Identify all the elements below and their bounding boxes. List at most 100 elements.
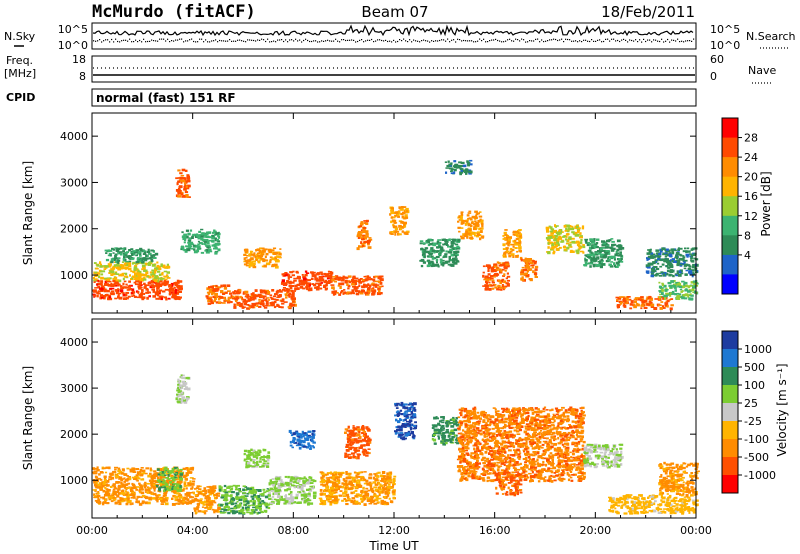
- data-cell: [134, 486, 137, 489]
- data-cell: [310, 487, 314, 490]
- data-cell: [668, 260, 671, 263]
- data-cell: [250, 305, 255, 309]
- data-cell: [129, 284, 133, 287]
- data-cell: [133, 294, 136, 297]
- data-cell: [258, 255, 262, 258]
- data-cell: [119, 289, 124, 292]
- nsearch-point: [443, 39, 445, 41]
- data-cell: [102, 496, 106, 500]
- data-cell: [682, 255, 685, 258]
- data-cell: [641, 300, 645, 304]
- data-cell: [680, 257, 684, 261]
- data-cell: [189, 229, 193, 232]
- data-cell: [281, 273, 285, 276]
- data-cell: [428, 263, 432, 266]
- data-cell: [176, 297, 180, 300]
- data-cell: [500, 288, 503, 291]
- data-cell: [363, 275, 367, 278]
- data-cell: [288, 295, 291, 298]
- data-cell: [509, 247, 512, 251]
- data-cell: [271, 297, 274, 300]
- data-cell: [217, 286, 222, 289]
- data-cell: [302, 440, 306, 443]
- data-cell: [259, 508, 262, 511]
- data-cell: [186, 502, 189, 505]
- data-cell: [309, 502, 314, 505]
- data-cell: [136, 273, 140, 276]
- data-cell: [446, 260, 451, 263]
- data-cell: [244, 507, 249, 510]
- data-cell: [504, 285, 508, 288]
- data-cell: [232, 297, 237, 300]
- data-cell: [104, 280, 108, 284]
- data-cell: [263, 306, 268, 309]
- data-cell: [373, 279, 376, 282]
- data-cell: [168, 470, 172, 474]
- data-cell: [667, 281, 672, 285]
- data-cell: [242, 485, 246, 488]
- data-cell: [247, 504, 252, 507]
- data-cell: [102, 287, 106, 290]
- data-cell: [661, 248, 664, 251]
- data-cell: [158, 289, 163, 292]
- data-cell: [130, 270, 133, 273]
- data-cell: [525, 262, 529, 265]
- data-cell: [272, 492, 275, 496]
- data-cell: [125, 483, 129, 486]
- data-cell: [156, 500, 159, 503]
- nsearch-point: [415, 40, 417, 42]
- data-cell: [99, 265, 103, 268]
- data-cell: [146, 250, 151, 253]
- data-cell: [257, 495, 261, 498]
- data-cell: [123, 247, 127, 251]
- nsearch-point: [261, 38, 263, 40]
- data-cell: [441, 238, 444, 241]
- data-cell: [247, 450, 251, 453]
- data-cell: [261, 458, 266, 461]
- data-cell: [249, 488, 252, 490]
- data-cell: [302, 491, 306, 494]
- nsearch-point: [575, 40, 577, 42]
- data-cell: [664, 289, 669, 291]
- data-cell: [670, 304, 674, 307]
- data-cell: [475, 213, 479, 216]
- data-cell: [364, 278, 368, 282]
- data-cell: [673, 283, 677, 286]
- data-cell: [204, 235, 207, 238]
- data-cell: [323, 281, 326, 284]
- data-cell: [269, 294, 273, 297]
- nsearch-point: [455, 41, 457, 43]
- data-cell: [296, 431, 299, 435]
- data-cell: [345, 280, 348, 284]
- data-cell: [167, 474, 170, 477]
- data-cell: [262, 259, 266, 263]
- data-cell: [448, 258, 451, 262]
- data-cell: [501, 278, 505, 282]
- data-cell: [288, 292, 292, 296]
- data-cell: [519, 241, 522, 244]
- data-cell: [493, 274, 496, 278]
- data-cell: [122, 292, 125, 295]
- data-cell: [214, 509, 217, 512]
- data-cell: [692, 265, 695, 269]
- data-cell: [210, 503, 214, 506]
- data-cell: [159, 277, 163, 280]
- data-cell: [490, 284, 494, 287]
- data-cell: [94, 483, 97, 487]
- data-cell: [142, 250, 146, 252]
- data-cell: [152, 483, 155, 486]
- data-cell: [152, 295, 156, 298]
- data-cell: [110, 258, 114, 262]
- data-cell: [687, 250, 691, 253]
- data-cell: [286, 488, 289, 491]
- data-cell: [242, 488, 245, 492]
- data-cell: [261, 258, 264, 261]
- data-cell: [180, 387, 184, 389]
- data-cell: [127, 482, 131, 485]
- data-cell: [615, 251, 618, 254]
- nsearch-point: [513, 40, 515, 42]
- data-cell: [357, 236, 361, 239]
- data-cell: [302, 482, 305, 486]
